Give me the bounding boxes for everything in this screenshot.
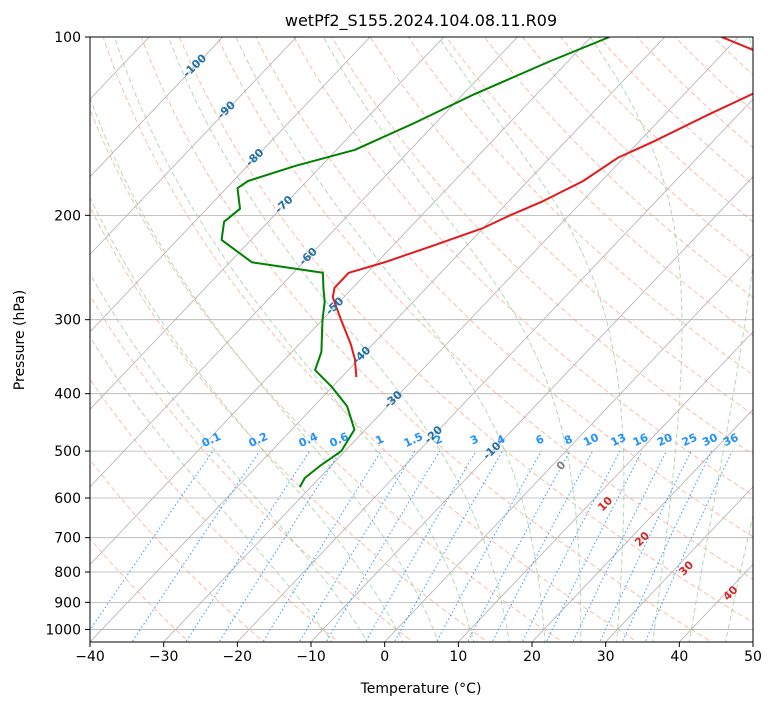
y-axis-label: Pressure (hPa) [12, 290, 28, 390]
dry-adiabat [90, 459, 265, 642]
x-axis: −40 −30 −20 −10 0 10 20 30 40 50 [75, 642, 762, 665]
dry-adiabat [216, 37, 753, 580]
x-tick-label: 20 [523, 649, 541, 665]
x-tick-label: 10 [449, 649, 467, 665]
dry-adiabat [445, 37, 753, 337]
mixing-ratio-line [364, 450, 477, 642]
dry-adiabat [140, 37, 713, 642]
x-axis-label: Temperature (°C) [360, 681, 482, 697]
plot-frame [89, 36, 754, 643]
profile-line-1 [331, 37, 753, 378]
mixing-ratio-label: 25 [680, 431, 699, 449]
mixing-ratio-label: 36 [721, 431, 741, 449]
isotherm [384, 253, 753, 642]
mixing-ratio-line [262, 450, 382, 642]
y-tick-label: 300 [54, 313, 81, 329]
isotherm [163, 37, 740, 642]
y-tick-label: 700 [54, 531, 81, 547]
mixing-ratio-label: 16 [631, 431, 651, 449]
y-tick-label: 900 [54, 595, 81, 611]
y-axis: 100 200 300 400 500 600 700 800 900 1000 [45, 30, 90, 638]
isotherm [90, 37, 371, 333]
x-tick-label: 0 [380, 649, 389, 665]
isotherm [90, 37, 666, 642]
isotherm [457, 331, 753, 642]
chart-title: wetPf2_S155.2024.104.08.11.R09 [285, 11, 557, 31]
isotherm [90, 37, 224, 178]
dry-adiabat [255, 37, 753, 538]
mixing-ratio-line [218, 450, 341, 642]
background-lines [90, 37, 753, 642]
mixing-ratio-label: 20 [655, 431, 675, 449]
x-tick-label: −20 [223, 649, 253, 665]
mixing-ratio-line [131, 450, 261, 642]
mixing-ratio-label: 30 [700, 431, 720, 449]
mixing-ratio-line [521, 450, 621, 642]
y-tick-label: 400 [54, 387, 81, 403]
isotherm [90, 37, 592, 565]
isotherm [90, 37, 298, 255]
mixing-ratio-line [621, 450, 712, 642]
isotherm [236, 98, 753, 642]
x-tick-label: 40 [670, 649, 688, 665]
isotherm [310, 176, 753, 642]
dry-adiabat [331, 37, 753, 456]
dry-adiabat [407, 37, 753, 376]
y-tick-label: 100 [54, 30, 81, 46]
x-tick-label: 30 [597, 649, 615, 665]
x-tick-label: 50 [744, 649, 762, 665]
y-tick-label: 500 [54, 444, 81, 460]
profile-line-2 [220, 37, 610, 488]
y-tick-label: 200 [54, 208, 81, 224]
x-tick-label: −40 [75, 649, 105, 665]
mixing-ratio-label: 13 [609, 431, 628, 449]
mixing-ratio-line [90, 450, 214, 631]
mixing-ratio-line [599, 450, 692, 642]
y-tick-label: 800 [54, 565, 81, 581]
y-tick-label: 600 [54, 491, 81, 507]
mixing-ratio-line [466, 450, 571, 642]
isotherm [90, 37, 519, 488]
dry-adiabat [293, 37, 753, 496]
x-tick-label: −30 [149, 649, 179, 665]
isotherm [90, 37, 445, 410]
series-lines [220, 37, 753, 488]
y-tick-label: 1000 [45, 622, 81, 638]
x-tick-label: −10 [296, 649, 326, 665]
mixing-ratio-label: 10 [581, 431, 601, 449]
moist-adiabat [90, 96, 440, 642]
mixing-ratio-line [325, 450, 441, 642]
mixing-ratio-line [491, 450, 594, 642]
mixing-ratio-line [185, 450, 311, 642]
isotherm [531, 408, 753, 642]
isotherm [605, 486, 753, 642]
